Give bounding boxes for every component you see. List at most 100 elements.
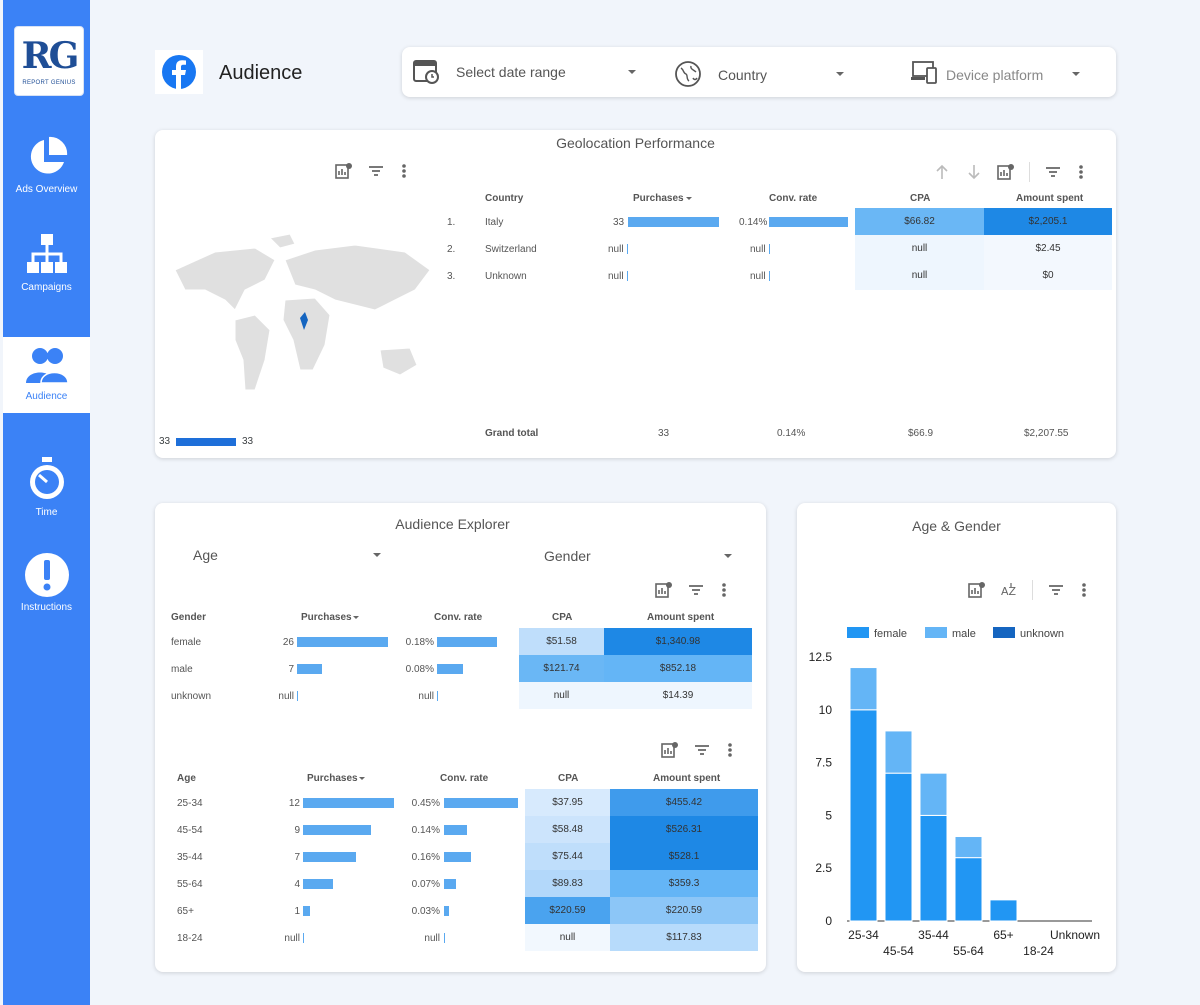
- bar-male-45-54[interactable]: [884, 730, 913, 774]
- age-filter[interactable]: Age: [193, 547, 383, 567]
- col-header-country[interactable]: Country: [485, 193, 524, 204]
- conv-rate-value: 0.03%: [411, 906, 440, 917]
- cpa-cell: null: [911, 270, 928, 281]
- chart-settings-icon[interactable]: [968, 581, 986, 599]
- col-header-conv-rate[interactable]: Conv. rate: [440, 773, 489, 784]
- col-header-cpa[interactable]: CPA: [558, 773, 579, 784]
- cpa-cell: $37.95: [525, 789, 610, 816]
- label-cell: unknown: [171, 691, 212, 702]
- purchases-value: null: [284, 933, 300, 944]
- amount-spent-cell: $528.1: [610, 843, 758, 870]
- amount-spent-cell: $2.45: [1035, 243, 1061, 254]
- map-legend-min: 33: [159, 436, 171, 447]
- nav-item-time[interactable]: Time: [3, 455, 90, 525]
- label-cell: 55-64: [177, 879, 203, 890]
- label-cell: male: [171, 664, 193, 675]
- purchases-bar: [303, 879, 334, 889]
- col-header-cpa[interactable]: CPA: [552, 612, 573, 623]
- date-range-control[interactable]: Select date range: [412, 57, 642, 87]
- nav-label: Time: [35, 507, 58, 518]
- purchases-bar: [627, 271, 628, 281]
- col-header-amount-spent[interactable]: Amount spent: [647, 612, 715, 623]
- conv-rate-bar: [444, 906, 450, 916]
- chevron-down-icon: [628, 70, 636, 74]
- col-header-gender[interactable]: Gender: [171, 612, 207, 623]
- device-platform-control[interactable]: Device platform: [910, 60, 1090, 90]
- filter-icon[interactable]: [1044, 163, 1062, 181]
- sort-az-icon[interactable]: AZ: [1000, 581, 1018, 599]
- grand-total-amount-spent: $2,207.55: [1024, 428, 1069, 439]
- country-cell: Switzerland: [485, 244, 537, 255]
- row-index: 2.: [447, 244, 456, 255]
- filter-icon[interactable]: [1047, 581, 1065, 599]
- label-cell: 45-54: [177, 825, 203, 836]
- col-header-conv-rate[interactable]: Conv. rate: [769, 193, 818, 204]
- col-header-purchases[interactable]: Purchases: [633, 193, 684, 204]
- col-header-cpa[interactable]: CPA: [910, 193, 931, 204]
- bar-male-35-44[interactable]: [919, 772, 948, 816]
- chart-settings-icon[interactable]: [655, 581, 673, 599]
- nav-item-ads-overview[interactable]: Ads Overview: [3, 134, 90, 204]
- cpa-cell: $89.83: [525, 870, 610, 897]
- filter-icon[interactable]: [687, 581, 705, 599]
- amount-spent-cell: $14.39: [604, 682, 752, 709]
- conv-rate-value: null: [424, 933, 440, 944]
- chevron-down-icon: [373, 553, 381, 557]
- arrow-down-icon[interactable]: [965, 163, 983, 181]
- facebook-icon: [155, 50, 203, 94]
- x-tick-label: 35-44: [918, 928, 949, 942]
- more-vert-icon[interactable]: [1076, 163, 1086, 181]
- col-header-purchases[interactable]: Purchases: [301, 612, 352, 623]
- nav-item-instructions[interactable]: Instructions: [3, 552, 90, 622]
- cpa-cell: $220.59: [525, 897, 610, 924]
- col-header-amount-spent[interactable]: Amount spent: [653, 773, 721, 784]
- bar-male-55-64[interactable]: [954, 836, 983, 859]
- age-filter-label: Age: [193, 547, 218, 563]
- chart-settings-icon[interactable]: [661, 741, 679, 759]
- amount-spent-cell: $359.3: [610, 870, 758, 897]
- nav-item-audience[interactable]: Audience: [3, 337, 90, 413]
- conv-rate-value: 0.14%: [739, 217, 768, 228]
- conv-rate-value: 0.07%: [411, 879, 440, 890]
- more-vert-icon[interactable]: [725, 741, 735, 759]
- more-vert-icon[interactable]: [399, 162, 409, 180]
- col-header-conv-rate[interactable]: Conv. rate: [434, 612, 483, 623]
- nav-item-campaigns[interactable]: Campaigns: [3, 232, 90, 302]
- more-vert-icon[interactable]: [719, 581, 729, 599]
- conv-rate-value: 0.45%: [411, 798, 440, 809]
- filter-icon[interactable]: [693, 741, 711, 759]
- amount-spent-cell: $852.18: [604, 655, 752, 682]
- bar-female-35-44[interactable]: [919, 814, 948, 922]
- conv-rate-bar: [437, 664, 464, 674]
- chart-title: Age & Gender: [912, 518, 1001, 534]
- arrow-up-icon[interactable]: [933, 163, 951, 181]
- col-header-amount-spent[interactable]: Amount spent: [1016, 193, 1084, 204]
- cpa-cell: null: [525, 924, 610, 951]
- conv-rate-bar: [769, 217, 848, 227]
- purchases-bar: [303, 798, 394, 808]
- col-header-purchases[interactable]: Purchases: [307, 773, 358, 784]
- bar-female-45-54[interactable]: [884, 772, 913, 922]
- bar-female-55-64[interactable]: [954, 857, 983, 922]
- cpa-cell: $51.58: [519, 628, 604, 655]
- conv-rate-bar: [444, 933, 445, 943]
- chart-settings-icon[interactable]: [335, 162, 353, 180]
- country-control[interactable]: Country: [674, 60, 854, 90]
- bar-male-25-34[interactable]: [849, 667, 878, 711]
- chevron-down-icon: [836, 72, 844, 76]
- report-genius-logo[interactable]: RG REPORT GENIUS: [14, 26, 84, 96]
- x-tick-label: Unknown: [1050, 928, 1100, 942]
- gender-filter[interactable]: Gender: [544, 548, 734, 568]
- bar-female-25-34[interactable]: [849, 709, 878, 922]
- row-index: 1.: [447, 217, 456, 228]
- col-header-age[interactable]: Age: [177, 773, 196, 784]
- more-vert-icon[interactable]: [1079, 581, 1089, 599]
- purchases-value: null: [278, 691, 294, 702]
- amount-spent-cell: $0: [1042, 270, 1054, 281]
- x-tick-label: 45-54: [883, 944, 914, 958]
- filter-icon[interactable]: [367, 162, 385, 180]
- conv-rate-value: 0.18%: [405, 637, 434, 648]
- chart-settings-icon[interactable]: [997, 163, 1015, 181]
- bar-female-65+[interactable]: [989, 899, 1018, 922]
- geolocation-title: Geolocation Performance: [556, 135, 715, 151]
